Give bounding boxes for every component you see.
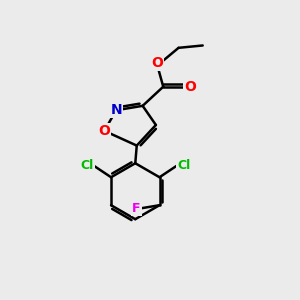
Text: O: O — [184, 80, 196, 94]
Text: N: N — [110, 103, 122, 117]
Text: Cl: Cl — [80, 159, 94, 172]
Text: O: O — [152, 56, 163, 70]
Text: O: O — [98, 124, 110, 138]
Text: Cl: Cl — [177, 159, 190, 172]
Text: F: F — [132, 202, 141, 215]
